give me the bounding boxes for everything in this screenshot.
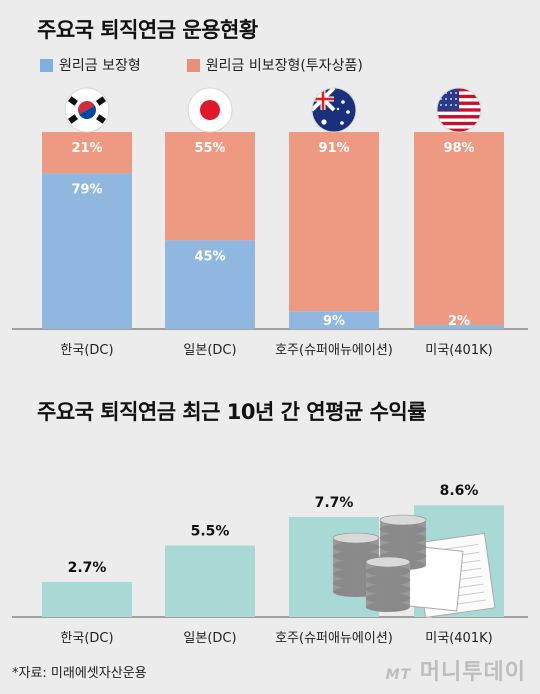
bar-guaranteed [289,311,379,329]
label-guaranteed: 2% [448,314,470,329]
chart1-title: 주요국 퇴직연금 운용현황 [37,18,258,42]
logo-prefix: MT [385,667,412,683]
source-note: *자료: 미래에셋자산운용 [12,666,147,681]
label-non-guaranteed: 55% [194,141,225,156]
bar-non-guaranteed [42,132,132,174]
legend-label-guaranteed: 원리금 보장형 [59,58,141,74]
category-label: 미국(401K) [425,631,492,646]
bar-guaranteed [414,325,504,329]
return-bar-chart: 2.7% 한국(DC) 5.5% 일본(DC) 7.7% 호주(슈퍼애뉴에이션) 8.6% 미… [12,483,528,646]
category-label: 한국(DC) [60,343,113,358]
chart2-title: 주요국 퇴직연금 최근 10년 간 연평균 수익률 [37,400,427,424]
bar-non-guaranteed [414,132,504,326]
coins-illustration [332,514,496,619]
japan-flag-icon [187,87,233,133]
bar-guaranteed [42,173,132,329]
label-guaranteed: 79% [71,182,102,197]
legend-item-non-guaranteed: 원리금 비보장형(투자상품) [186,55,363,75]
bar-non-guaranteed [289,132,379,312]
category-label: 일본(DC) [183,343,236,358]
category-label: 미국(401K) [425,343,492,358]
category-label: 한국(DC) [60,631,113,646]
return-label: 5.5% [191,524,230,540]
korea-flag-icon [64,87,110,133]
logo-text: 머니투데이 [419,660,526,685]
label-non-guaranteed: 98% [443,141,474,156]
label-non-guaranteed: 21% [71,141,102,156]
coin-stack-icon [365,556,411,612]
legend-item-guaranteed: 원리금 보장형 [40,55,141,75]
category-label: 호주(슈퍼애뉴에이션) [275,343,393,358]
legend-swatch-guaranteed [40,58,53,72]
legend-label-non-guaranteed: 원리금 비보장형(투자상품) [205,58,363,74]
publisher-logo: MT 머니투데이 [386,654,526,686]
stacked-bar-chart: 21% 79% 한국(DC) 55% 45% 일본(DC) 91% 9% 호주(슈퍼애뉴에이션)… [12,87,528,358]
return-label: 8.6% [440,483,479,499]
category-label: 호주(슈퍼애뉴에이션) [275,631,393,646]
chart1-legend: 원리금 보장형 원리금 비보장형(투자상품) [40,55,409,75]
return-bar [42,581,132,617]
return-label: 7.7% [315,495,354,511]
legend-swatch-non-guaranteed [186,58,200,72]
bar-non-guaranteed [165,132,255,241]
coin-stack-icon [332,532,380,597]
return-bar [165,545,255,617]
usa-flag-icon [436,87,482,133]
bar-guaranteed [165,240,255,329]
label-guaranteed: 45% [194,249,225,264]
return-label: 2.7% [68,560,107,576]
label-non-guaranteed: 91% [318,141,349,156]
australia-flag-icon [311,87,357,133]
label-guaranteed: 9% [323,314,345,329]
category-label: 일본(DC) [183,631,236,646]
